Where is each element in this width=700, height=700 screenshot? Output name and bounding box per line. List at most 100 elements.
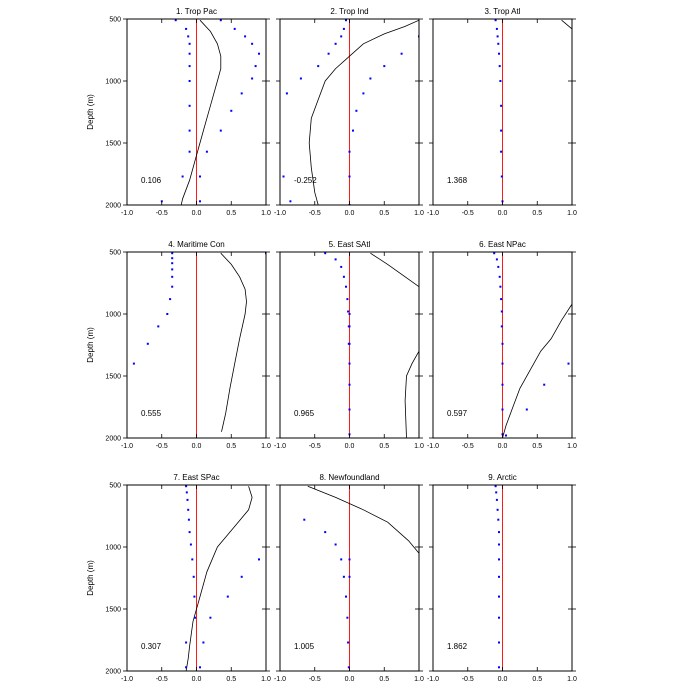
data-point <box>498 52 500 55</box>
data-point <box>188 42 191 45</box>
data-point <box>500 129 503 132</box>
x-tick-label: 0.5 <box>532 210 542 217</box>
panel-2: 2. Trop Ind -1.0 -0.5 0.0 0.5 1.0 -0.252 <box>274 7 424 217</box>
data-point <box>188 150 191 153</box>
data-point <box>497 265 500 268</box>
panel-6: 6. East NPac -1.0 -0.5 0.0 0.5 1.0 0.597 <box>427 240 577 450</box>
x-tick-label: 0.5 <box>226 676 236 683</box>
data-point <box>188 129 191 132</box>
x-tick-label: -1.0 <box>121 443 133 450</box>
x-tick-label: -0.5 <box>156 676 168 683</box>
data-point <box>166 313 169 315</box>
data-point <box>348 408 351 411</box>
x-tick-label: -1.0 <box>274 676 286 683</box>
data-point <box>157 325 160 328</box>
panel-value-label: 1.862 <box>447 642 468 651</box>
data-point <box>348 575 351 578</box>
data-point <box>171 252 174 255</box>
panel-5: 5. East SAtl -1.0 -0.5 0.0 0.5 1.0 0.965 <box>274 240 424 450</box>
x-tick-label: -1.0 <box>274 443 286 450</box>
data-point <box>324 531 327 534</box>
plot-area <box>493 252 572 438</box>
panel-title: 4. Maritime Con <box>168 240 224 249</box>
data-point <box>346 616 349 619</box>
data-point <box>500 298 503 301</box>
data-point <box>334 543 337 546</box>
data-point <box>226 595 229 598</box>
x-tick-label: 0.5 <box>379 676 389 683</box>
plot-area <box>160 19 260 205</box>
data-point <box>146 342 149 345</box>
plot-area <box>303 485 419 669</box>
data-point <box>495 258 498 261</box>
data-point <box>185 491 188 494</box>
x-tick-label: 0.0 <box>498 443 508 450</box>
data-point <box>258 558 260 561</box>
data-point <box>400 52 403 55</box>
data-point <box>498 65 501 68</box>
data-point <box>498 616 500 619</box>
data-point <box>188 65 191 68</box>
plot-area <box>494 19 572 203</box>
panel-value-label: -0.252 <box>294 176 317 185</box>
data-point <box>496 508 499 511</box>
data-point <box>192 575 195 578</box>
data-point <box>342 275 345 278</box>
data-point <box>500 310 503 313</box>
panel-title: 2. Trop Ind <box>330 7 368 16</box>
profile-line <box>308 19 419 205</box>
x-tick-label: 1.0 <box>261 443 271 450</box>
data-point <box>494 485 497 488</box>
plot-area <box>282 19 419 205</box>
data-point <box>347 666 350 669</box>
x-tick-label: 0.5 <box>379 210 389 217</box>
data-point <box>496 35 499 38</box>
panel-title: 8. Newfoundland <box>319 473 379 482</box>
y-tick-label: 500 <box>109 17 121 24</box>
data-point <box>347 310 350 313</box>
data-point <box>230 109 233 112</box>
plot-area <box>132 252 266 432</box>
x-tick-label: 0.5 <box>532 676 542 683</box>
data-point <box>185 27 188 30</box>
data-point <box>348 150 351 153</box>
data-point <box>251 77 254 80</box>
y-tick-label: 500 <box>109 250 121 257</box>
data-point <box>500 150 503 153</box>
x-tick-label: 1.0 <box>261 676 271 683</box>
y-tick-label: 2000 <box>105 669 121 676</box>
data-point <box>205 150 208 153</box>
data-point <box>188 52 191 55</box>
data-point <box>348 313 351 315</box>
data-point <box>174 19 177 22</box>
data-point <box>342 575 345 578</box>
x-tick-label: 0.0 <box>192 443 202 450</box>
data-point <box>525 408 528 411</box>
x-tick-label: -1.0 <box>274 210 286 217</box>
data-point <box>187 508 190 511</box>
x-tick-label: -0.5 <box>156 443 168 450</box>
data-point <box>187 518 190 521</box>
x-tick-label: 0.5 <box>379 443 389 450</box>
data-point <box>219 129 222 132</box>
x-tick-label: -1.0 <box>121 676 133 683</box>
panel-title: 3. Trop Atl <box>484 7 520 16</box>
x-tick-label: 0.0 <box>498 210 508 217</box>
data-point <box>199 200 201 203</box>
data-point <box>187 35 190 38</box>
data-point <box>500 175 503 178</box>
data-point <box>185 485 188 488</box>
data-point <box>352 129 354 132</box>
profile-line <box>185 486 253 671</box>
profile-line <box>307 485 419 554</box>
data-point <box>327 52 330 55</box>
y-tick-label: 1000 <box>105 545 121 552</box>
x-tick-label: -0.5 <box>462 443 474 450</box>
panel-title: 7. East SPac <box>173 473 219 482</box>
data-point <box>334 258 337 261</box>
data-point <box>340 35 343 38</box>
data-point <box>495 498 498 501</box>
x-tick-label: 1.0 <box>414 676 424 683</box>
panel-3: 3. Trop Atl -1.0 -0.5 0.0 0.5 1.0 1.368 <box>427 7 577 217</box>
data-point <box>501 383 504 386</box>
